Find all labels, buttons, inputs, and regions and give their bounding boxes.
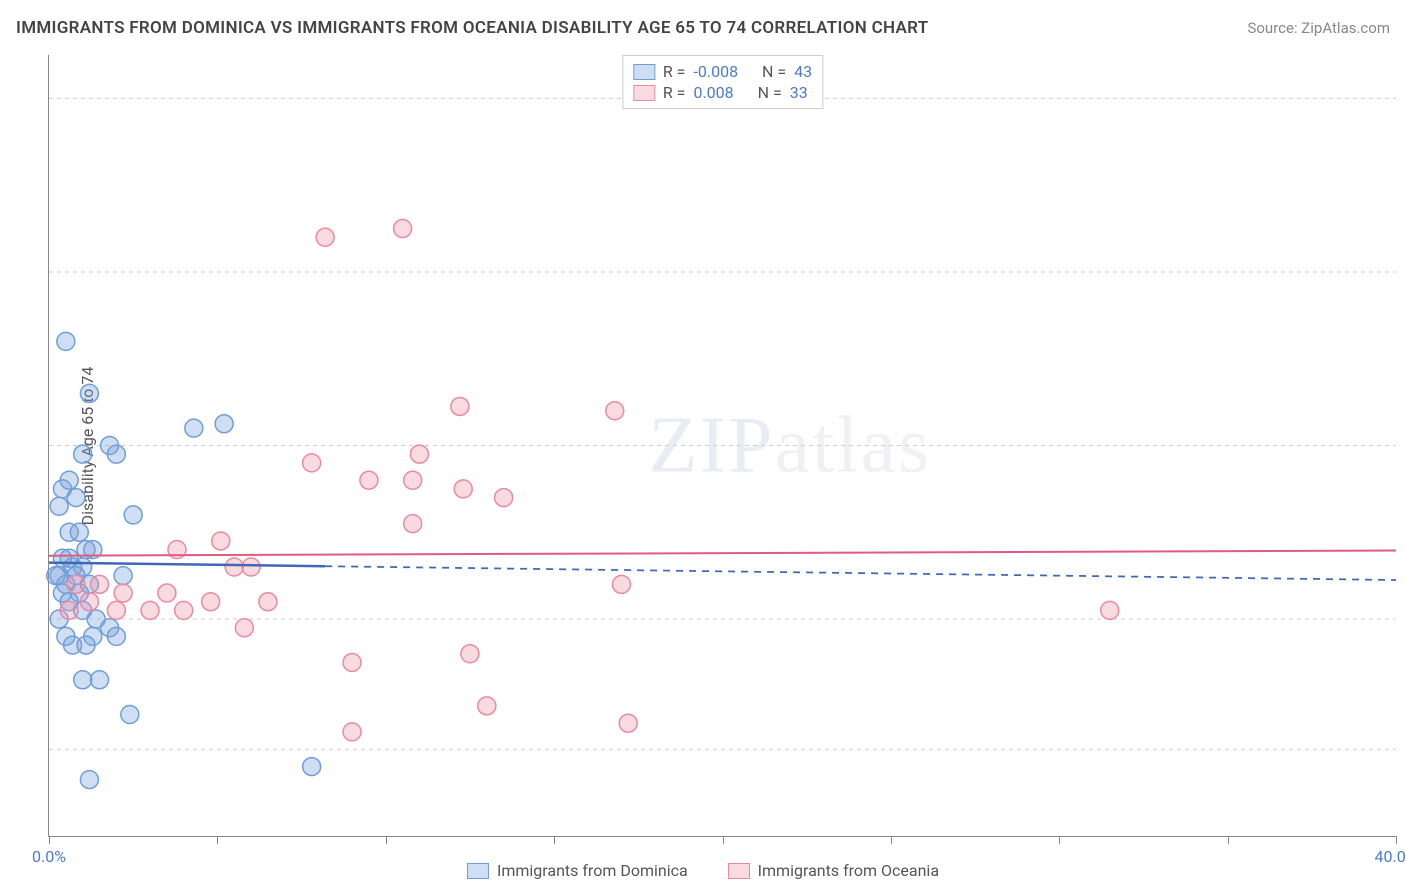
legend-row-oceania: R = 0.008 N = 33 bbox=[633, 83, 812, 102]
series-name-oceania: Immigrants from Oceania bbox=[758, 861, 939, 880]
swatch-oceania bbox=[633, 85, 655, 101]
n-value-dominica: 43 bbox=[794, 62, 812, 81]
scatter-plot bbox=[49, 55, 1396, 836]
legend-row-dominica: R = -0.008 N = 43 bbox=[633, 62, 812, 81]
x-tick bbox=[1228, 836, 1229, 844]
n-label: N = bbox=[762, 62, 786, 81]
swatch-oceania-icon bbox=[728, 863, 750, 879]
x-tick bbox=[386, 836, 387, 844]
legend-item-oceania: Immigrants from Oceania bbox=[728, 861, 939, 880]
r-label: R = bbox=[663, 62, 686, 81]
x-tick bbox=[217, 836, 218, 844]
x-tick bbox=[554, 836, 555, 844]
x-tick-label: 0.0% bbox=[32, 847, 66, 866]
legend-series: Immigrants from Dominica Immigrants from… bbox=[467, 861, 939, 880]
swatch-dominica-icon bbox=[467, 863, 489, 879]
x-tick bbox=[1059, 836, 1060, 844]
n-label: N = bbox=[758, 83, 782, 102]
header: IMMIGRANTS FROM DOMINICA VS IMMIGRANTS F… bbox=[16, 18, 1390, 38]
x-tick bbox=[723, 836, 724, 844]
r-value-oceania: 0.008 bbox=[693, 83, 733, 102]
legend-stats: R = -0.008 N = 43 R = 0.008 N = 33 bbox=[622, 55, 823, 109]
chart-title: IMMIGRANTS FROM DOMINICA VS IMMIGRANTS F… bbox=[16, 18, 928, 38]
n-value-oceania: 33 bbox=[790, 83, 808, 102]
legend-item-dominica: Immigrants from Dominica bbox=[467, 861, 688, 880]
x-tick-label: 40.0% bbox=[1375, 847, 1406, 866]
source-label: Source: ZipAtlas.com bbox=[1247, 19, 1390, 37]
r-label: R = bbox=[663, 83, 686, 102]
series-name-dominica: Immigrants from Dominica bbox=[497, 861, 688, 880]
chart-area: ZIPatlas R = -0.008 N = 43 R = 0.008 N =… bbox=[48, 55, 1396, 837]
x-tick bbox=[891, 836, 892, 844]
x-tick bbox=[1396, 836, 1397, 844]
x-tick bbox=[49, 836, 50, 844]
r-value-dominica: -0.008 bbox=[693, 62, 738, 81]
swatch-dominica bbox=[633, 64, 655, 80]
